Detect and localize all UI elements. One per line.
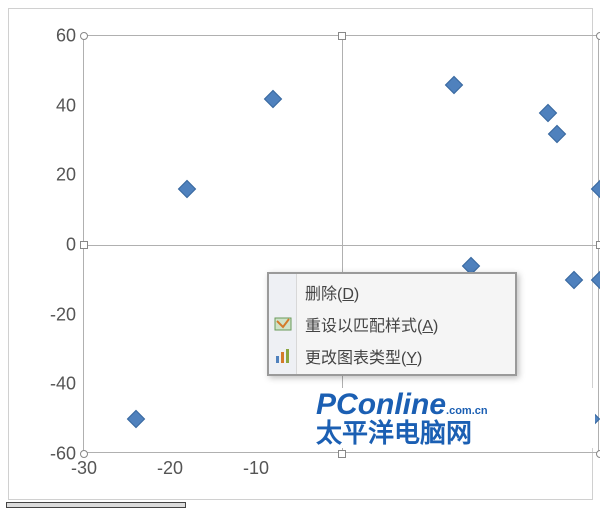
- context-menu: 删除(D)重设以匹配样式(A)更改图表类型(Y): [267, 272, 517, 376]
- y-tick-label: 60: [56, 26, 76, 47]
- watermark-accent-circle: [355, 385, 385, 415]
- data-point[interactable]: [178, 180, 196, 198]
- data-point[interactable]: [539, 103, 557, 121]
- y-tick-label: 40: [56, 95, 76, 116]
- watermark-line2: 太平洋电脑网: [316, 420, 591, 446]
- selection-handle[interactable]: [596, 241, 600, 249]
- data-point[interactable]: [126, 410, 144, 428]
- selection-handle[interactable]: [80, 241, 88, 249]
- menu-item[interactable]: 重设以匹配样式(A): [299, 308, 513, 340]
- selection-handle[interactable]: [338, 32, 346, 40]
- x-tick-label: -20: [157, 458, 183, 479]
- y-tick-label: 0: [66, 235, 76, 256]
- watermark-logo: PConline.com.cn 太平洋电脑网: [312, 388, 595, 448]
- y-tick-label: 20: [56, 165, 76, 186]
- menu-item[interactable]: 更改图表类型(Y): [299, 340, 513, 372]
- selection-handle[interactable]: [596, 32, 600, 40]
- reset-icon: [274, 315, 292, 333]
- chart-icon: [274, 347, 292, 365]
- x-axis-line: [84, 245, 600, 246]
- status-bar-fragment: [6, 502, 186, 508]
- y-tick-label: -20: [50, 304, 76, 325]
- watermark-line1: PConline.com.cn: [316, 390, 591, 420]
- y-tick-label: -40: [50, 374, 76, 395]
- menu-item[interactable]: 删除(D): [299, 276, 513, 308]
- selection-handle[interactable]: [596, 450, 600, 458]
- selection-handle[interactable]: [80, 32, 88, 40]
- data-point[interactable]: [548, 124, 566, 142]
- x-tick-label: -30: [71, 458, 97, 479]
- x-tick-label: -10: [243, 458, 269, 479]
- data-point[interactable]: [591, 271, 600, 289]
- data-point[interactable]: [264, 89, 282, 107]
- selection-handle[interactable]: [80, 450, 88, 458]
- data-point[interactable]: [445, 76, 463, 94]
- data-point[interactable]: [591, 180, 600, 198]
- data-point[interactable]: [565, 271, 583, 289]
- selection-handle[interactable]: [338, 450, 346, 458]
